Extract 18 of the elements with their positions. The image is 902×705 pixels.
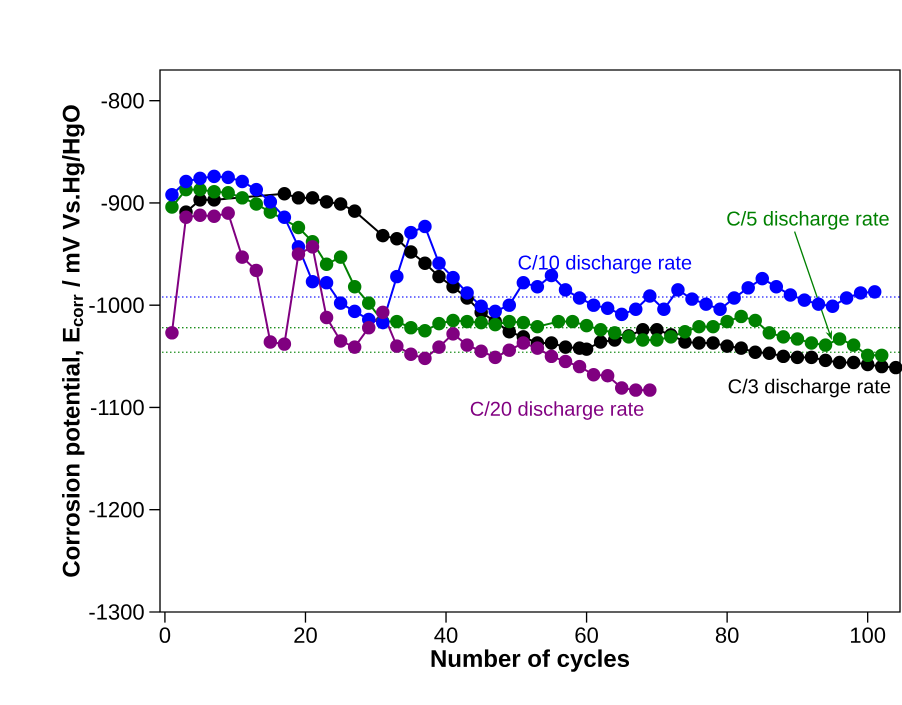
text: C/5 discharge rate <box>727 211 889 230</box>
y-tick-label: -1000 <box>89 297 144 313</box>
series-label: C/20 discharge rate <box>470 401 644 420</box>
x-tick-label: 80 <box>716 627 738 643</box>
series-label: C/3 discharge rate <box>728 378 890 398</box>
x-tick-label: 100 <box>850 627 886 643</box>
series-label: C/10 discharge rate <box>518 254 692 274</box>
x-tick-label: 60 <box>575 627 598 643</box>
y-tick-label: -1100 <box>90 400 144 416</box>
x-tick-label: 0 <box>160 627 170 643</box>
x-tick-label: 20 <box>294 627 317 643</box>
y-tick-label: -800 <box>102 92 144 108</box>
y-tick-label: -900 <box>102 195 144 211</box>
y-tick-label: -1300 <box>89 604 144 620</box>
x-tick-label: 40 <box>434 627 458 643</box>
y-axis-title: Corrosion potential, E$_{corr}$ / mV Vs.Hg/HgO <box>62 105 85 577</box>
x-axis-title: Number of cycles <box>432 649 630 672</box>
y-tick-label: -1200 <box>89 502 144 518</box>
